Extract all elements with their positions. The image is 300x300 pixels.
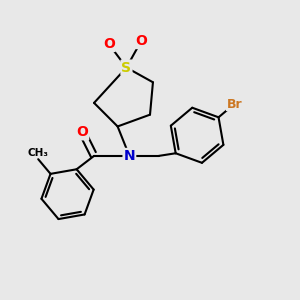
Text: Br: Br	[226, 98, 242, 110]
Text: O: O	[135, 34, 147, 48]
Text: O: O	[103, 37, 115, 51]
Text: O: O	[76, 125, 88, 139]
Text: CH₃: CH₃	[28, 148, 49, 158]
Text: S: S	[122, 61, 131, 75]
Text: N: N	[124, 149, 135, 163]
